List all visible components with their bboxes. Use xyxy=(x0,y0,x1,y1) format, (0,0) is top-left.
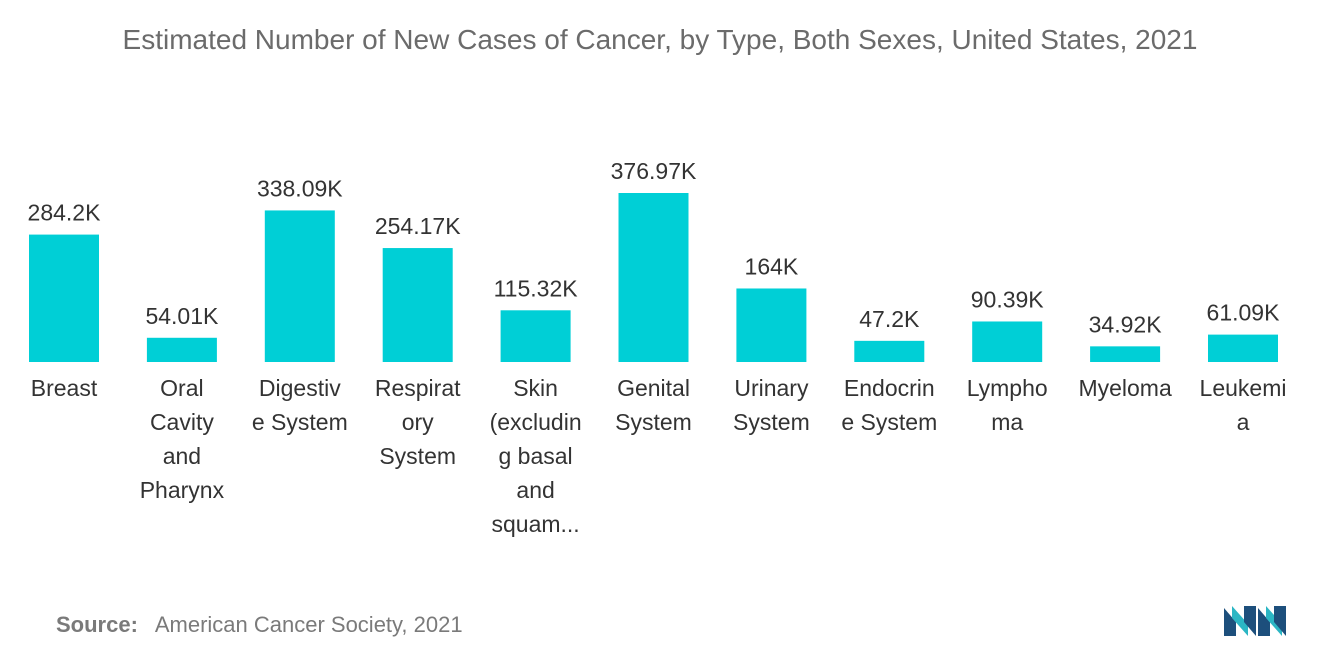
source-text: American Cancer Society, 2021 xyxy=(154,612,463,637)
category-label: Skin xyxy=(513,375,558,401)
bar xyxy=(1090,346,1161,362)
category-label: e System xyxy=(252,409,348,435)
data-label: 54.01K xyxy=(145,303,219,329)
category-label: Lympho xyxy=(967,375,1048,401)
bar xyxy=(736,288,807,362)
bar xyxy=(264,210,335,362)
chart-title: Estimated Number of New Cases of Cancer,… xyxy=(122,24,1198,55)
data-label: 254.17K xyxy=(375,213,461,239)
category-label: Digestiv xyxy=(259,375,341,401)
category-label: (excludin xyxy=(490,409,582,435)
bar xyxy=(146,337,217,362)
bar xyxy=(29,234,99,362)
bar-chart: 284.2K Breast 54.01K Oral Cavity and Pharynx 33… xyxy=(28,158,1287,537)
category-label: Myeloma xyxy=(1078,375,1172,401)
source-label: Source: xyxy=(56,612,138,637)
category-label: Breast xyxy=(31,375,98,401)
category-label: ma xyxy=(991,409,1023,435)
category-label: and xyxy=(516,477,554,503)
data-label: 61.09K xyxy=(1207,300,1281,326)
data-label: 338.09K xyxy=(257,175,343,201)
category-label: Leukemi xyxy=(1200,375,1287,401)
category-label: Endocrin xyxy=(844,375,935,401)
bar xyxy=(1208,334,1278,362)
data-label: 34.92K xyxy=(1089,311,1163,337)
category-label: Urinary xyxy=(734,375,809,401)
bar xyxy=(618,193,689,362)
data-label: 47.2K xyxy=(859,306,920,332)
category-label: ory xyxy=(402,409,434,435)
category-label: a xyxy=(1237,409,1250,435)
bar xyxy=(854,340,925,362)
bar xyxy=(972,321,1043,362)
category-label: Pharynx xyxy=(140,477,225,503)
source-line: Source: American Cancer Society, 2021 xyxy=(56,612,463,638)
data-label: 90.39K xyxy=(971,286,1045,312)
data-label: 115.32K xyxy=(494,275,579,301)
category-label: Cavity xyxy=(150,409,214,435)
bar xyxy=(500,310,571,362)
bar xyxy=(382,248,453,362)
category-label: System xyxy=(615,409,692,435)
category-label: g basal xyxy=(499,443,573,469)
data-label: 284.2K xyxy=(28,200,102,226)
category-label: System xyxy=(379,443,456,469)
category-label: Respirat xyxy=(375,375,461,401)
category-label: System xyxy=(733,409,810,435)
data-label: 164K xyxy=(745,253,799,279)
category-label: and xyxy=(163,443,201,469)
category-label: Oral xyxy=(160,375,203,401)
category-label: squam... xyxy=(491,511,579,537)
mordor-intelligence-logo-icon xyxy=(1224,606,1286,636)
category-label: e System xyxy=(841,409,937,435)
data-label: 376.97K xyxy=(611,158,697,184)
category-label: Genital xyxy=(617,375,690,401)
